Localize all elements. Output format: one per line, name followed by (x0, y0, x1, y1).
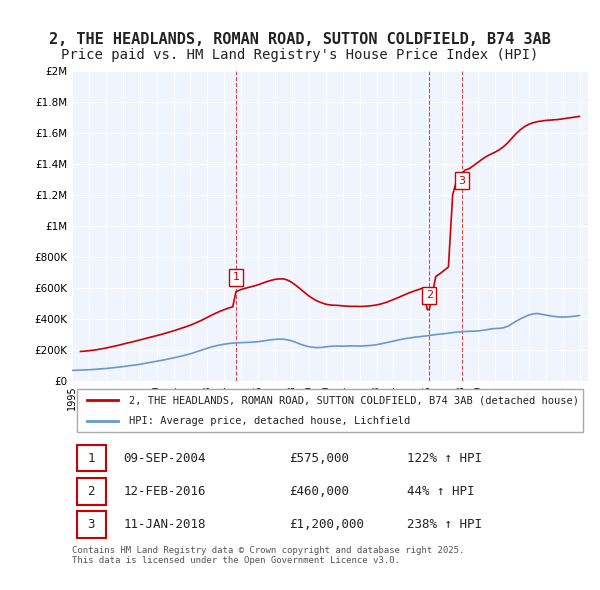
Text: 2: 2 (88, 485, 95, 498)
Text: 2: 2 (426, 290, 433, 300)
FancyBboxPatch shape (77, 478, 106, 505)
Text: 2, THE HEADLANDS, ROMAN ROAD, SUTTON COLDFIELD, B74 3AB (detached house): 2, THE HEADLANDS, ROMAN ROAD, SUTTON COL… (129, 395, 579, 405)
Text: 1: 1 (232, 273, 239, 283)
Text: 11-JAN-2018: 11-JAN-2018 (124, 519, 206, 532)
Text: Contains HM Land Registry data © Crown copyright and database right 2025.
This d: Contains HM Land Registry data © Crown c… (72, 546, 464, 565)
Text: £1,200,000: £1,200,000 (289, 519, 364, 532)
Text: 238% ↑ HPI: 238% ↑ HPI (407, 519, 482, 532)
Text: £460,000: £460,000 (289, 485, 349, 498)
Text: 12-FEB-2016: 12-FEB-2016 (124, 485, 206, 498)
Text: Price paid vs. HM Land Registry's House Price Index (HPI): Price paid vs. HM Land Registry's House … (61, 48, 539, 63)
Text: 2, THE HEADLANDS, ROMAN ROAD, SUTTON COLDFIELD, B74 3AB: 2, THE HEADLANDS, ROMAN ROAD, SUTTON COL… (49, 32, 551, 47)
Text: 3: 3 (458, 176, 465, 185)
Text: 09-SEP-2004: 09-SEP-2004 (124, 451, 206, 464)
FancyBboxPatch shape (77, 445, 106, 471)
Text: 3: 3 (88, 519, 95, 532)
Text: 1: 1 (88, 451, 95, 464)
Text: 122% ↑ HPI: 122% ↑ HPI (407, 451, 482, 464)
FancyBboxPatch shape (77, 512, 106, 538)
Text: HPI: Average price, detached house, Lichfield: HPI: Average price, detached house, Lich… (129, 417, 410, 427)
Text: £575,000: £575,000 (289, 451, 349, 464)
Text: 44% ↑ HPI: 44% ↑ HPI (407, 485, 475, 498)
FancyBboxPatch shape (77, 389, 583, 432)
